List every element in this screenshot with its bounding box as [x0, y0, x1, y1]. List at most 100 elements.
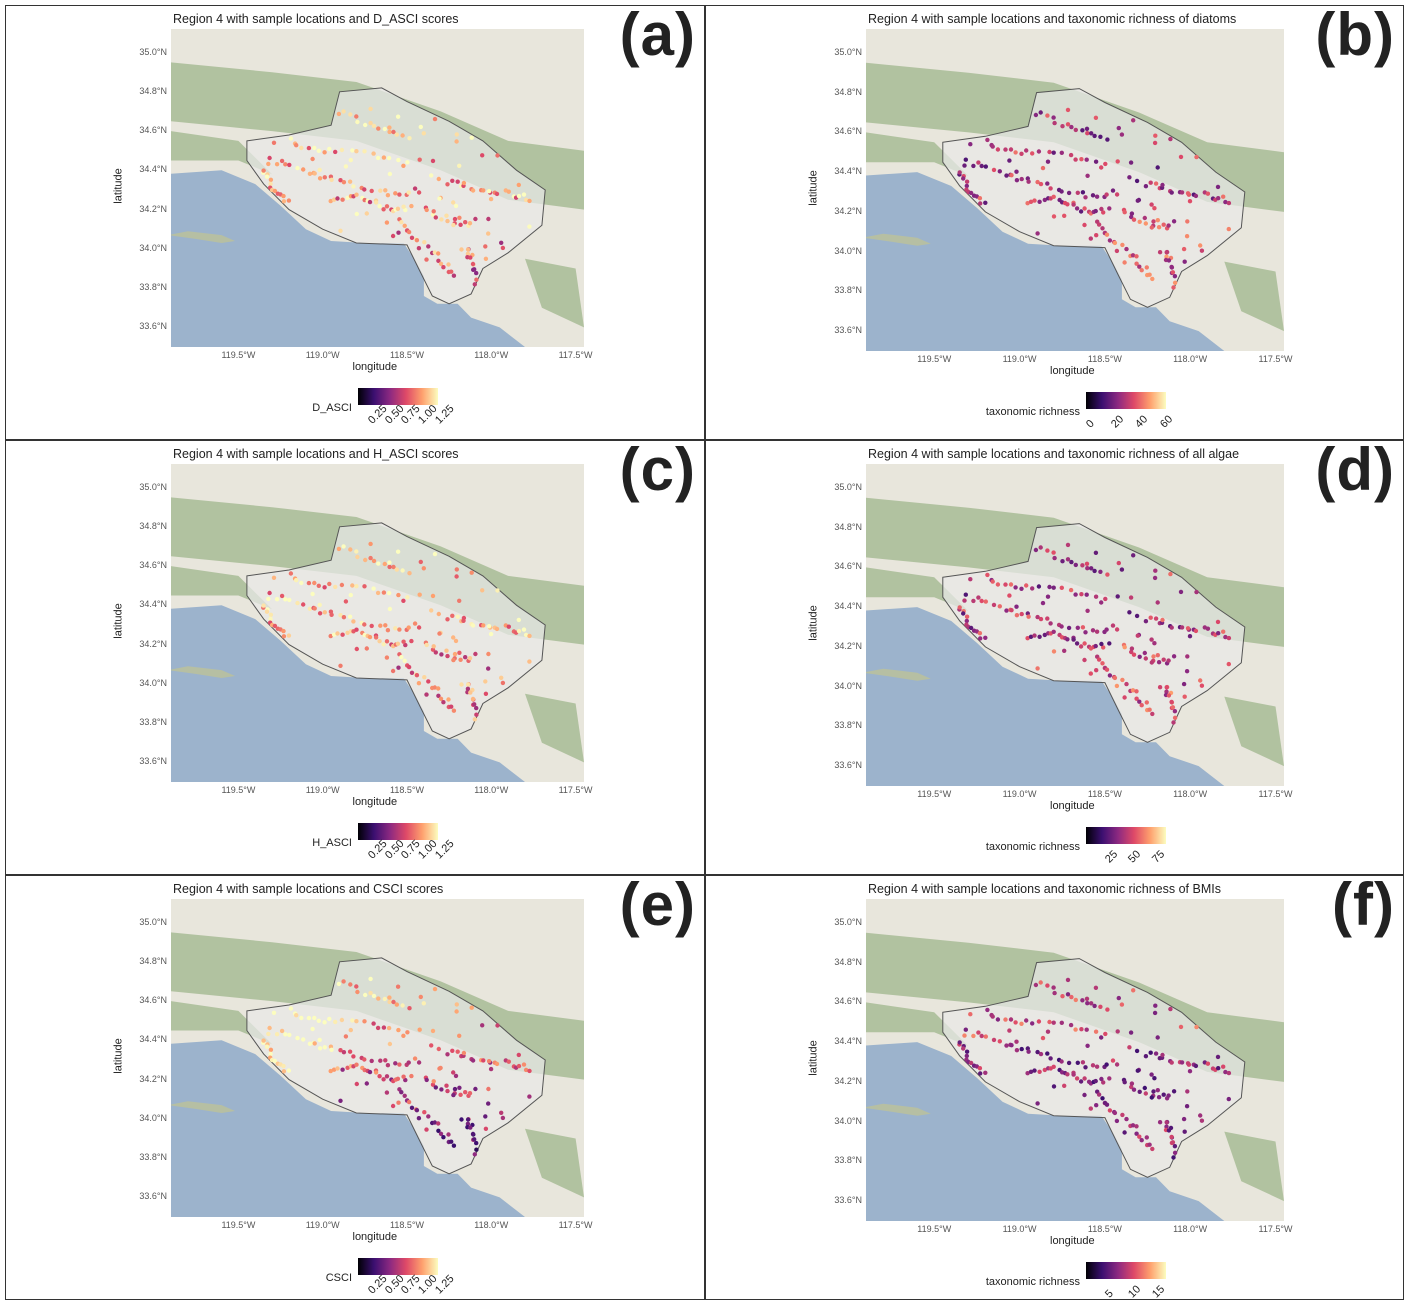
sample-point — [501, 1116, 505, 1120]
sample-point — [410, 671, 414, 675]
sample-point — [1051, 550, 1055, 554]
sample-point — [1116, 1029, 1120, 1033]
sample-point — [1009, 608, 1013, 612]
sample-point — [391, 234, 395, 238]
sample-point — [1185, 1089, 1189, 1093]
sample-point — [1099, 1035, 1103, 1039]
sample-point — [1153, 1004, 1157, 1008]
sample-point — [487, 1059, 491, 1063]
sample-point — [1062, 1084, 1066, 1088]
panel-title: Region 4 with sample locations and taxon… — [868, 447, 1239, 461]
sample-point — [1095, 1065, 1099, 1069]
sample-point — [1162, 1093, 1166, 1097]
sample-point — [1100, 1096, 1104, 1100]
sample-point — [434, 215, 438, 219]
sample-point — [1091, 1063, 1095, 1067]
sample-point — [1167, 693, 1171, 697]
sample-point — [459, 1117, 463, 1121]
sample-point — [1047, 1020, 1051, 1024]
sample-point — [991, 144, 995, 148]
sample-point — [473, 652, 477, 656]
sample-point — [382, 155, 386, 159]
sample-point — [1227, 1071, 1231, 1075]
sample-point — [1009, 147, 1013, 151]
sample-point — [422, 240, 426, 244]
sample-point — [971, 599, 975, 603]
sample-point — [1014, 605, 1018, 609]
sample-point — [444, 214, 448, 218]
sample-point — [1167, 1128, 1171, 1132]
sample-point — [1098, 135, 1102, 139]
sample-point — [1047, 150, 1051, 154]
sample-point — [459, 247, 463, 251]
lat-tick-label: 34.0°N — [127, 243, 167, 253]
sample-point — [470, 571, 474, 575]
sample-point — [340, 583, 344, 587]
sample-point — [403, 224, 407, 228]
panel-f: Region 4 with sample locations and taxon… — [705, 875, 1404, 1300]
sample-point — [996, 147, 1000, 151]
lon-tick-label: 118.0°W — [466, 1220, 516, 1230]
sample-point — [354, 549, 358, 553]
sample-point — [388, 1042, 392, 1046]
sample-point — [458, 223, 462, 227]
sample-point — [449, 705, 453, 709]
sample-point — [1108, 238, 1112, 242]
sample-point — [383, 997, 387, 1001]
sample-point — [1154, 181, 1158, 185]
sample-point — [267, 156, 271, 160]
sample-point — [426, 244, 430, 248]
sample-point — [1004, 608, 1008, 612]
sample-point — [1059, 1059, 1063, 1063]
lat-tick-label: 35.0°N — [822, 482, 862, 492]
sample-point — [522, 1062, 526, 1066]
sample-point — [327, 582, 331, 586]
lat-tick-label: 34.4°N — [127, 599, 167, 609]
map-plot — [866, 899, 1284, 1221]
legend-tick: 1.25 — [433, 403, 457, 427]
sample-point — [1129, 160, 1133, 164]
sample-point — [396, 593, 400, 597]
sample-point — [399, 655, 403, 659]
sample-point — [1149, 1072, 1153, 1076]
lat-tick-label: 33.8°N — [127, 717, 167, 727]
sample-point — [1015, 1048, 1019, 1052]
sample-point — [980, 164, 984, 168]
sample-point — [1111, 1058, 1115, 1062]
legend-colorbar — [1086, 827, 1166, 844]
sample-point — [1221, 1065, 1225, 1069]
map-plot — [171, 899, 584, 1217]
sample-point — [1186, 626, 1190, 630]
sample-point — [351, 184, 355, 188]
sample-point — [1007, 158, 1011, 162]
sample-point — [1198, 243, 1202, 247]
sample-point — [1085, 174, 1089, 178]
sample-point — [466, 247, 470, 251]
sample-point — [354, 1063, 358, 1067]
sample-point — [437, 631, 441, 635]
sample-point — [407, 230, 411, 234]
sample-point — [1198, 678, 1202, 682]
lon-tick-label: 117.5°W — [551, 785, 601, 795]
sample-point — [1227, 662, 1231, 666]
sample-point — [405, 160, 409, 164]
sample-point — [383, 127, 387, 131]
map-plot — [866, 464, 1284, 786]
sample-point — [1019, 1022, 1023, 1026]
sample-point — [282, 199, 286, 203]
sample-point — [301, 602, 305, 606]
sample-point — [1221, 195, 1225, 199]
sample-point — [1108, 673, 1112, 677]
sample-point — [971, 164, 975, 168]
sample-point — [335, 631, 339, 635]
sample-point — [454, 639, 458, 643]
panel-b: Region 4 with sample locations and taxon… — [705, 5, 1404, 440]
sample-point — [355, 120, 359, 124]
x-axis-label: longitude — [353, 1231, 398, 1243]
sample-point — [312, 146, 316, 150]
sample-point — [381, 642, 385, 646]
sample-point — [433, 987, 437, 991]
sample-point — [431, 594, 435, 598]
sample-point — [468, 255, 472, 259]
sample-point — [1149, 202, 1153, 206]
